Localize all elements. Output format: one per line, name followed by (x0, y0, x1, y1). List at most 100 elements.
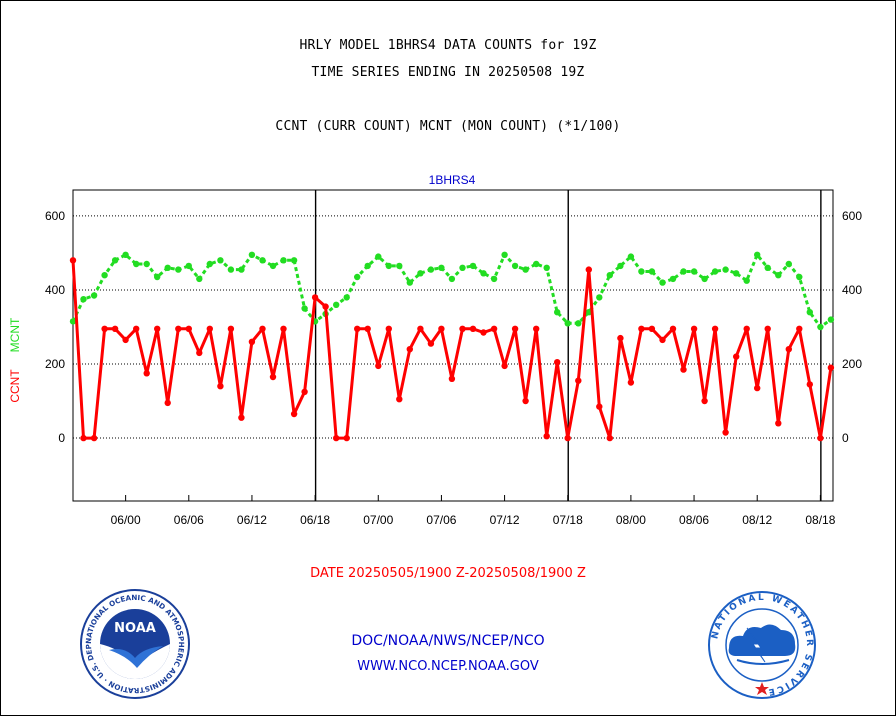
data-point-mcnt (143, 260, 150, 268)
data-point-ccnt (596, 403, 603, 410)
data-point-ccnt (754, 384, 761, 392)
data-point-mcnt (90, 292, 98, 299)
data-point-ccnt (417, 325, 424, 332)
data-point-ccnt (259, 325, 266, 332)
data-point-mcnt (154, 273, 161, 281)
data-point-mcnt (417, 270, 424, 277)
data-point-mcnt (543, 264, 550, 271)
data-point-ccnt (785, 346, 792, 353)
data-point-mcnt (743, 277, 750, 284)
data-point-ccnt (290, 410, 298, 418)
data-point-mcnt (575, 320, 582, 327)
x-tick-label: 08/18 (805, 513, 835, 527)
data-point-mcnt (585, 309, 592, 316)
data-point-ccnt (806, 381, 813, 388)
data-point-ccnt (775, 420, 782, 427)
data-point-mcnt (522, 266, 529, 273)
data-point-ccnt (133, 325, 140, 332)
data-point-mcnt (448, 275, 456, 283)
data-point-mcnt (122, 251, 129, 258)
series (69, 251, 835, 442)
data-point-ccnt (501, 362, 508, 370)
data-point-ccnt (301, 388, 308, 395)
data-point-mcnt (722, 266, 729, 273)
data-point-mcnt (827, 316, 835, 323)
data-point-ccnt (722, 429, 729, 436)
data-point-ccnt (459, 325, 466, 332)
data-point-mcnt (269, 262, 277, 270)
data-point-ccnt (375, 362, 382, 370)
data-point-mcnt (617, 262, 624, 270)
x-tick-label: 06/00 (111, 513, 141, 527)
data-point-ccnt (522, 397, 529, 405)
data-point-ccnt (248, 338, 256, 345)
data-point-mcnt (785, 260, 792, 268)
data-point-mcnt (564, 320, 571, 327)
data-point-mcnt (596, 294, 603, 301)
data-point-ccnt (764, 325, 771, 332)
data-point-ccnt (659, 336, 666, 344)
data-point-mcnt (533, 260, 540, 268)
data-point-ccnt (196, 349, 203, 357)
data-point-mcnt (690, 268, 698, 275)
y-tick-label-right: 600 (842, 209, 862, 223)
data-point-ccnt (269, 373, 277, 381)
data-point-ccnt (343, 434, 350, 442)
data-point-mcnt (764, 264, 771, 271)
header-line-3: CCNT (CURR COUNT) MCNT (MON COUNT) (*1/1… (275, 119, 621, 134)
data-point-mcnt (406, 279, 413, 286)
data-point-mcnt (796, 273, 803, 281)
y-tick-label-left: 400 (45, 283, 65, 297)
data-point-ccnt (490, 325, 498, 332)
chart-title: 1BHRS4 (429, 173, 476, 187)
y-tick-label-left: 0 (58, 431, 65, 445)
data-point-ccnt (164, 399, 171, 407)
data-point-ccnt (175, 325, 182, 332)
data-point-mcnt (227, 266, 235, 273)
y-axis: 0 0 200 200 400 400 600 600 (45, 209, 862, 445)
series-line-ccnt (71, 260, 833, 440)
data-point-ccnt (154, 325, 161, 332)
data-point-mcnt (290, 257, 298, 264)
data-point-ccnt (554, 359, 561, 366)
data-point-ccnt (101, 325, 108, 332)
data-point-ccnt (669, 325, 677, 332)
data-point-mcnt (733, 270, 740, 277)
data-point-mcnt (238, 266, 245, 273)
header-line-2: TIME SERIES ENDING IN 20250508 19Z (311, 65, 585, 80)
data-point-ccnt (638, 325, 645, 332)
data-point-mcnt (101, 272, 108, 279)
data-point-mcnt (248, 251, 256, 258)
y-tick-label-left: 200 (45, 357, 65, 371)
x-tick-label: 06/06 (174, 513, 204, 527)
x-axis: 06/00 06/06 06/12 06/18 07/00 07/06 07/12 07/18… (111, 495, 836, 527)
data-point-ccnt (227, 325, 235, 332)
data-point-ccnt (511, 325, 519, 332)
data-point-mcnt (396, 262, 403, 270)
data-point-mcnt (754, 251, 761, 258)
data-point-ccnt (69, 257, 77, 264)
data-point-ccnt (80, 434, 87, 442)
data-point-mcnt (806, 309, 813, 316)
data-point-ccnt (733, 353, 740, 360)
data-point-mcnt (469, 262, 477, 270)
y-tick-label-left: 600 (45, 209, 65, 223)
data-point-ccnt (469, 325, 477, 332)
noaa-badge-text: NOAA (114, 621, 156, 636)
data-point-ccnt (364, 325, 371, 332)
data-point-ccnt (533, 325, 540, 332)
nco-url[interactable]: WWW.NCO.NCEP.NOAA.GOV (357, 659, 539, 674)
data-point-mcnt (817, 323, 824, 331)
data-point-ccnt (743, 325, 750, 332)
data-point-mcnt (680, 268, 687, 275)
data-point-ccnt (448, 375, 456, 382)
x-tick-label: 06/12 (237, 513, 267, 527)
y-axis-label-ccnt: CCNT (8, 369, 22, 403)
data-point-ccnt (406, 346, 413, 353)
y-axis-label-mcnt: MCNT (8, 317, 22, 352)
data-point-ccnt (627, 379, 635, 386)
plot-area-border (72, 189, 834, 502)
data-point-ccnt (827, 364, 835, 371)
y-tick-label-right: 0 (842, 431, 849, 445)
data-point-mcnt (164, 264, 171, 271)
